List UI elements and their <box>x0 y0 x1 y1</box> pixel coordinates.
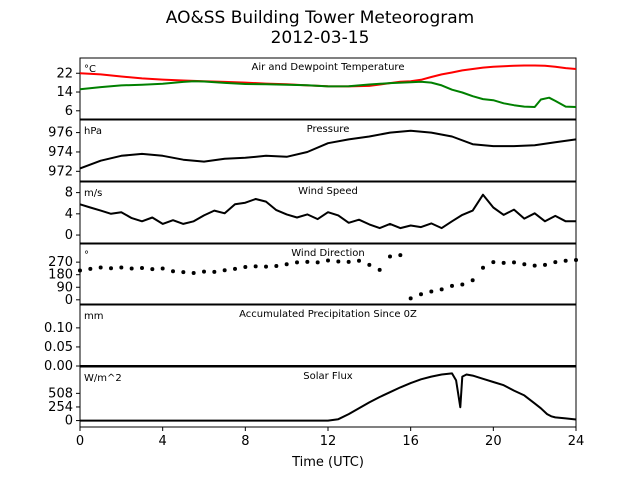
panel4-point <box>367 262 372 267</box>
panel3-series-line-1 <box>79 193 576 230</box>
panel1-ytick-label: 22 <box>56 66 73 81</box>
panel4-point <box>470 278 475 283</box>
panel4-point <box>191 271 196 276</box>
panel4-point <box>160 266 165 271</box>
panel4-point <box>140 266 144 270</box>
x-axis-label: Time (UTC) <box>291 455 364 470</box>
panel4-point <box>553 260 558 265</box>
panel3-frame <box>79 181 577 244</box>
panel4-point <box>171 269 175 274</box>
panel4-unit-label: ° <box>84 250 89 261</box>
panel4-point <box>522 262 527 267</box>
panel6-unit-label: W/m^2 <box>84 373 122 384</box>
panel4-point <box>450 283 454 288</box>
xtick-label: 8 <box>241 434 249 449</box>
figure-title: AO&SS Building Tower Meteorogram <box>165 8 475 28</box>
panel4-point <box>439 287 444 292</box>
panel2-ytick-label: 976 <box>48 126 73 141</box>
panel4-point <box>181 270 186 275</box>
panel4-point <box>253 264 258 269</box>
panel4-point <box>346 259 351 264</box>
panel5-ytick-label: 0.00 <box>44 359 73 374</box>
panel6-series-line-1 <box>80 372 577 422</box>
panel4-ytick-label: 90 <box>56 280 73 295</box>
panel4-point <box>408 296 413 301</box>
panel4-point <box>481 265 485 270</box>
xtick-label: 16 <box>402 434 419 449</box>
panel6-ytick-label: 254 <box>48 400 73 415</box>
panel4-point <box>563 258 568 263</box>
panel4-point <box>284 262 289 267</box>
panel4-point <box>233 266 237 271</box>
panel4-point <box>326 258 330 263</box>
panel4-point <box>264 264 268 269</box>
panel5-title: Accumulated Precipitation Since 0Z <box>239 309 417 320</box>
panel3-ytick-label: 0 <box>65 228 73 243</box>
figure-subtitle: 2012-03-15 <box>270 28 370 48</box>
panel1-ytick-label: 14 <box>56 85 73 100</box>
panel4-point <box>98 265 103 270</box>
panel1-ytick-label: 6 <box>65 104 73 119</box>
panel4-point <box>532 263 537 268</box>
panel2-series-line-1 <box>79 129 577 170</box>
xtick-label: 4 <box>159 434 167 449</box>
panel4-point <box>78 268 82 273</box>
panel5-ytick-label: 0.10 <box>44 321 73 336</box>
panel4-point <box>243 265 248 270</box>
panel4-point <box>512 260 516 265</box>
panel1-title: Air and Dewpoint Temperature <box>252 62 405 73</box>
panel6-title: Solar Flux <box>303 371 353 382</box>
panel4-point <box>222 268 227 273</box>
panel4-title: Wind Direction <box>291 248 365 259</box>
panel4-point <box>543 262 547 267</box>
panel3-unit-label: m/s <box>84 188 102 199</box>
panel4-point <box>491 260 496 265</box>
panel4-point <box>398 253 403 258</box>
panel4-point <box>574 258 578 263</box>
panel4-point <box>150 267 155 272</box>
panel2-unit-label: hPa <box>84 126 102 137</box>
panel4-point <box>88 266 93 271</box>
panel5-unit-label: mm <box>84 311 103 322</box>
panel4-point <box>119 265 124 270</box>
panel4-point <box>202 269 206 274</box>
panel6-ytick-label: 508 <box>48 386 73 401</box>
panel4-point <box>460 282 465 287</box>
panel4-point <box>429 289 434 294</box>
panel6-ytick-label: 0 <box>65 414 73 429</box>
panel4-point <box>315 260 320 265</box>
panel4-ytick-label: 0 <box>65 293 73 308</box>
panel2-ytick-label: 974 <box>48 145 73 160</box>
xtick-label: 12 <box>320 434 337 449</box>
panel4-ytick-label: 180 <box>48 268 73 283</box>
panel2-ytick-label: 972 <box>48 164 73 179</box>
panel4-point <box>305 259 310 264</box>
panel4-point <box>336 259 341 264</box>
panel4-point <box>109 266 113 271</box>
panel4-point <box>357 258 361 263</box>
panel3-title: Wind Speed <box>298 186 358 197</box>
panel2-title: Pressure <box>307 124 350 135</box>
panel4-point <box>212 269 217 274</box>
panel5-ytick-label: 0.05 <box>44 340 73 355</box>
panel4-point <box>419 292 423 297</box>
panel4-frame <box>79 243 577 305</box>
panel4-point <box>377 267 382 272</box>
panel2-frame <box>79 119 577 182</box>
panel1-unit-label: °C <box>84 64 96 75</box>
panel4-point <box>295 260 299 265</box>
panel4-ytick-label: 270 <box>48 255 73 270</box>
panel4-point <box>388 254 392 259</box>
panel3-ytick-label: 4 <box>65 207 73 222</box>
panel4-point <box>129 266 134 271</box>
panel3-ytick-label: 8 <box>65 186 73 201</box>
xtick-label: 20 <box>485 434 502 449</box>
panel1-series-line-2 <box>79 80 577 108</box>
xtick-label: 24 <box>568 434 585 449</box>
xtick-label: 0 <box>76 434 84 449</box>
panel4-point <box>501 260 506 265</box>
panel4-point <box>274 264 279 269</box>
